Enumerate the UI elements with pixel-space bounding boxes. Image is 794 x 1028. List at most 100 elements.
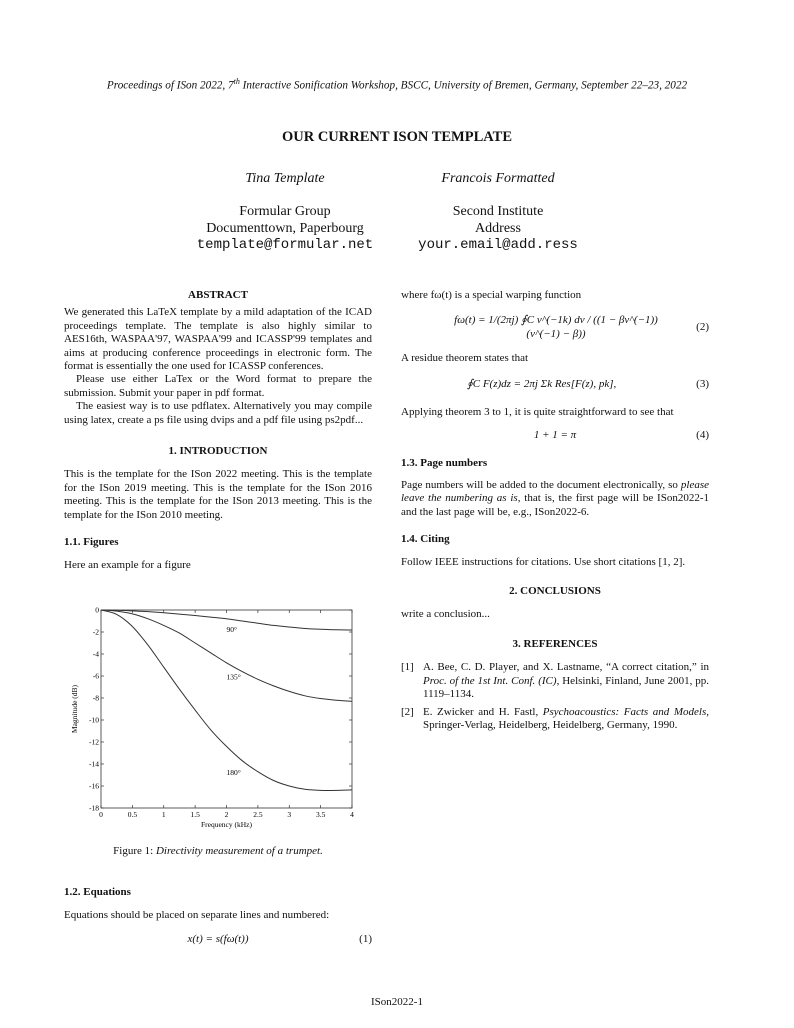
equations-text: Equations should be placed on separate l…	[64, 909, 330, 922]
emphasis: please leave the numbering as is	[401, 479, 709, 505]
reference-item: [1] A. Bee, C. D. Player, and X. Lastname…	[401, 661, 709, 701]
equation-4-number: (4)	[696, 429, 709, 442]
x-tick-label: 1	[162, 810, 166, 819]
author-email: your.email@add.ress	[418, 237, 578, 253]
caption-label: Figure 1:	[113, 845, 156, 857]
reference-number: [1]	[401, 661, 414, 674]
equation-2-number: (2)	[696, 321, 709, 334]
x-tick-label: 2.5	[253, 810, 263, 819]
text: , Helsinki, Finland, June 2001, pp. 1119…	[423, 674, 709, 701]
conclusions-heading: 2. CONCLUSIONS	[509, 585, 601, 598]
equation-2-body: fω(t) = 1/(2πj) ∮C ν^(−1k) dν / ((1 − βν…	[454, 314, 658, 340]
emphasis: Proc. of the 1st Int. Conf. (IC)	[423, 674, 557, 687]
warp-text: where fω(t) is a special warping functio…	[401, 289, 582, 301]
equations-section: 1.2. Equations Equations should be place…	[64, 886, 372, 946]
y-tick-label: -2	[93, 628, 99, 637]
author-name: Francois Formatted	[441, 171, 555, 186]
series-line-1	[100, 609, 353, 702]
reference-text: A. Bee, C. D. Player, and X. Lastname, “…	[423, 661, 709, 701]
page-numbers-heading: 1.3. Page numbers	[401, 456, 488, 469]
plot-frame	[100, 609, 353, 809]
y-tick-label: -12	[89, 738, 99, 747]
y-tick-label: -18	[89, 804, 99, 813]
equation-1: x(t) = s(fω(t)) (1)	[64, 932, 373, 946]
y-tick-label: -8	[93, 694, 99, 703]
equation-2: fω(t) = 1/(2πj) ∮C ν^(−1k) dν / ((1 − βν…	[401, 314, 709, 344]
equation-3-number: (3)	[696, 377, 709, 390]
equations-heading: 1.2. Equations	[64, 886, 131, 898]
references-heading: 3. REFERENCES	[512, 637, 598, 650]
paper-title: OUR CURRENT ISON TEMPLATE	[281, 129, 513, 145]
equation-4-body: 1 + 1 = π	[533, 429, 577, 442]
emphasis: Psychoacoustics: Facts and Models	[542, 705, 707, 718]
y-tick-label: -10	[89, 716, 99, 725]
citing-heading: 1.4. Citing	[401, 533, 450, 546]
text: A. Bee, C. D. Player, and X. Lastname, “…	[423, 661, 709, 674]
intro-text: This is the template for the ISon 2022 m…	[64, 468, 372, 521]
intro-heading: 1. INTRODUCTION	[168, 445, 268, 458]
author-address: Documenttown, Paperbourg	[206, 221, 364, 236]
author-2: Francois Formatted Second Institute Addr…	[400, 170, 596, 254]
figure-caption: Figure 1: Directivity measurement of a t…	[64, 845, 372, 858]
y-tick-label: -6	[93, 672, 99, 681]
text: Page numbers will be added to the docume…	[401, 479, 681, 492]
x-tick-label: 2	[225, 810, 229, 819]
x-tick-label: 3	[287, 810, 291, 819]
text: , Springer-Verlag, Heidelberg, Heidelber…	[423, 705, 710, 731]
residue-text: A residue theorem states that	[401, 352, 529, 365]
apply-text: Applying theorem 3 to 1, it is quite str…	[401, 405, 674, 418]
author-org: Formular Group	[239, 204, 331, 219]
abstract-paragraph: The easiest way is to use pdflatex. Alte…	[64, 400, 372, 426]
y-tick-label: 0	[95, 606, 99, 615]
author-address: Address	[475, 221, 521, 236]
text: , that is, the first page will be ISon20…	[401, 492, 709, 518]
author-email: template@formular.net	[196, 237, 374, 253]
equation-1-body: x(t) = s(fω(t))	[187, 932, 249, 945]
x-tick-label: 3.5	[316, 810, 326, 819]
abstract-paragraph: We generated this LaTeX template by a mi…	[64, 306, 372, 373]
reference-item: [2] E. Zwicker and H. Fastl, Psychoacoust…	[401, 706, 709, 733]
header-text-2: Interactive Sonification Workshop, BSCC,…	[239, 79, 688, 92]
x-tick-label: 4	[350, 810, 354, 819]
author-name: Tina Template	[245, 171, 325, 186]
curve-label: 135°	[227, 672, 241, 681]
caption-text: Directivity measurement of a trumpet.	[155, 845, 323, 857]
running-header: Proceedings of ISon 2022, 7th Interactiv…	[0, 75, 794, 93]
y-tick-label: -16	[89, 782, 99, 791]
right-column: where fω(t) is a special warping functio…	[401, 289, 709, 736]
abstract-paragraph: Please use either LaTex or the Word form…	[64, 373, 372, 399]
header-sup: th	[233, 77, 240, 86]
equation-4: 1 + 1 = π (4)	[401, 429, 709, 442]
text: E. Zwicker and H. Fastl,	[423, 705, 543, 718]
reference-list: [1] A. Bee, C. D. Player, and X. Lastname…	[401, 661, 709, 732]
series-line-0	[100, 609, 353, 631]
reference-number: [2]	[401, 705, 414, 718]
page-numbers-text: Page numbers will be added to the docume…	[401, 479, 709, 519]
figures-heading: 1.1. Figures	[64, 536, 119, 549]
directivity-chart: 0 0.5 1 1.5 2 2.5 3 3.5 4 0 -2 -4 -6 -8 -10 -12 -14 -16 -1…	[70, 606, 354, 830]
header-text: Proceedings of ISon 2022, 7	[106, 79, 234, 92]
x-tick-label: 1.5	[190, 810, 200, 819]
x-axis-label: Frequency (kHz)	[201, 820, 253, 829]
abstract-heading: ABSTRACT	[188, 289, 248, 301]
y-tick-label: -4	[93, 650, 99, 659]
series-line-2	[100, 609, 353, 792]
equation-3: ∮C F(z)dz = 2πj Σk Res[F(z), pk], (3)	[401, 378, 709, 402]
citing-text: Follow IEEE instructions for citations. …	[401, 555, 686, 568]
equation-1-number: (1)	[359, 932, 372, 945]
reference-text: E. Zwicker and H. Fastl, Psychoacoustics…	[423, 706, 709, 733]
author-1: Tina Template Formular Group Documenttow…	[180, 170, 390, 254]
equation-3-body: ∮C F(z)dz = 2πj Σk Res[F(z), pk],	[467, 377, 617, 390]
left-column: ABSTRACT We generated this LaTeX templat…	[64, 289, 372, 572]
curve-label: 90°	[227, 625, 238, 634]
x-tick-label: 0.5	[128, 810, 138, 819]
x-tick-label: 0	[99, 810, 103, 819]
y-axis-label: Magnitude (dB)	[70, 684, 79, 733]
author-org: Second Institute	[452, 204, 544, 219]
conclusions-text: write a conclusion...	[401, 608, 490, 621]
page-number-footer: ISon2022-1	[371, 996, 423, 1008]
y-tick-label: -14	[89, 760, 99, 769]
figures-text: Here an example for a figure	[64, 558, 191, 571]
curve-label: 180°	[227, 768, 241, 777]
